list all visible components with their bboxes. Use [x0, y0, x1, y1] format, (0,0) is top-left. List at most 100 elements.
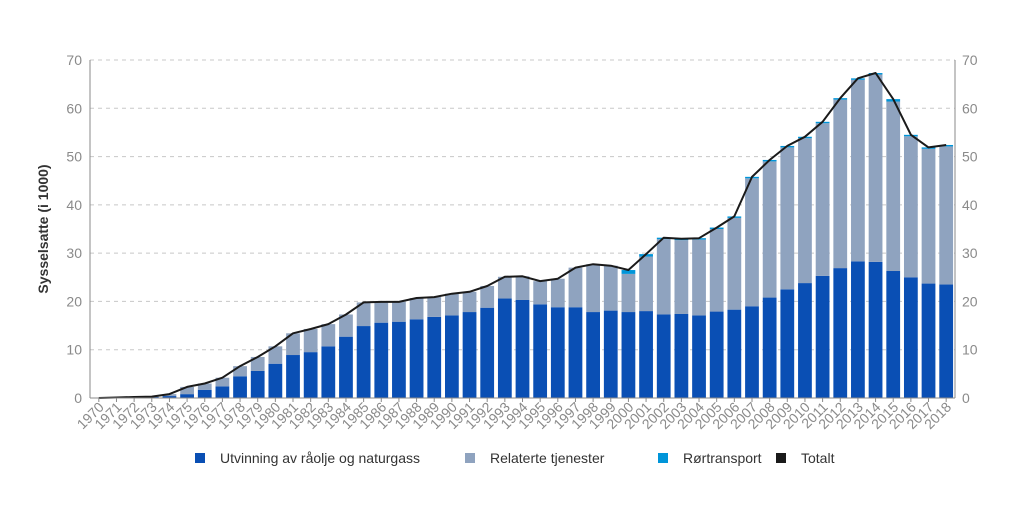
bar-series1-2001	[639, 311, 653, 398]
bar-series1-1985	[357, 326, 371, 398]
y-tick-left: 10	[66, 342, 82, 358]
bar-series1-1981	[286, 355, 300, 398]
bar-series1-2014	[869, 262, 883, 398]
bar-series1-2006	[727, 310, 741, 398]
bar-series1-2004	[692, 315, 706, 398]
bar-series2-2011	[816, 123, 830, 276]
legend-label-3: Rørtransport	[683, 450, 762, 466]
bar-series1-2015	[886, 271, 900, 398]
bar-series1-2000	[622, 312, 636, 398]
bar-series2-2007	[745, 178, 759, 306]
bar-series1-1997	[569, 307, 583, 398]
y-tick-left: 40	[66, 197, 82, 213]
bar-series2-2006	[727, 218, 741, 310]
bar-series2-1997	[569, 268, 583, 308]
y-axis-label: Sysselsatte (i 1000)	[35, 164, 51, 293]
y-tick-right: 50	[962, 149, 978, 165]
bar-series1-2012	[833, 268, 847, 398]
y-tick-left: 0	[74, 390, 82, 406]
bar-series2-2005	[710, 229, 724, 312]
bar-series1-2007	[745, 306, 759, 398]
bar-series2-1992	[480, 286, 494, 308]
bar-series1-1992	[480, 308, 494, 398]
bar-series1-1998	[586, 312, 600, 398]
bar-series2-2016	[904, 136, 918, 277]
bar-series2-1989	[427, 297, 441, 317]
bar-series2-2000	[622, 274, 636, 312]
y-tick-right: 20	[962, 293, 978, 309]
bar-series2-2001	[639, 257, 653, 312]
y-tick-right: 10	[962, 342, 978, 358]
bar-series2-2014	[869, 74, 883, 261]
bar-series1-1996	[551, 307, 565, 398]
legend-swatch-3	[658, 453, 668, 463]
bar-series1-1989	[427, 317, 441, 398]
legend-swatch-2	[465, 453, 475, 463]
bar-series1-2008	[763, 298, 777, 398]
bar-series1-1977	[216, 386, 230, 398]
bar-series2-2008	[763, 161, 777, 297]
bar-series2-2003	[674, 240, 688, 314]
bar-series2-1994	[516, 276, 530, 300]
bar-series2-1998	[586, 264, 600, 312]
y-tick-right: 70	[962, 52, 978, 68]
legend-label-2: Relaterte tjenester	[490, 450, 605, 466]
bar-series2-2015	[886, 102, 900, 271]
bar-series1-1993	[498, 299, 512, 398]
y-tick-left: 30	[66, 245, 82, 261]
bar-series2-1988	[410, 298, 424, 319]
bar-series2-1983	[321, 324, 335, 346]
bar-series1-1988	[410, 319, 424, 398]
y-tick-right: 30	[962, 245, 978, 261]
y-tick-left: 70	[66, 52, 82, 68]
legend-swatch-4	[776, 453, 786, 463]
bar-series2-1986	[374, 302, 388, 323]
legend-label-1: Utvinning av råolje og naturgass	[220, 450, 420, 466]
bar-series2-2009	[780, 147, 794, 289]
bar-series2-1991	[463, 292, 477, 312]
bar-series1-2009	[780, 289, 794, 398]
bar-series1-2016	[904, 277, 918, 398]
y-tick-left: 20	[66, 293, 82, 309]
bar-series2-2017	[922, 149, 936, 284]
bar-series1-1980	[268, 364, 282, 398]
bar-series1-1975	[180, 394, 194, 398]
bar-series1-2010	[798, 283, 812, 398]
bar-series1-1994	[516, 300, 530, 398]
bar-series1-1999	[604, 311, 618, 398]
bar-series2-2002	[657, 239, 671, 314]
bar-series1-1979	[251, 371, 265, 398]
bar-series2-1999	[604, 266, 618, 311]
bar-series1-2003	[674, 314, 688, 398]
legend: Utvinning av råolje og naturgass Relatert…	[195, 450, 835, 466]
bar-series1-1978	[233, 376, 247, 398]
bar-series2-1995	[533, 281, 547, 304]
bar-series1-1983	[321, 346, 335, 398]
y-tick-right: 0	[962, 390, 970, 406]
bar-series1-1982	[304, 352, 318, 398]
bar-series1-2018	[939, 285, 953, 398]
bar-series1-2002	[657, 314, 671, 398]
bar-series1-2013	[851, 261, 865, 398]
y-tick-right: 60	[962, 100, 978, 116]
bar-series2-2004	[692, 240, 706, 316]
bar-series1-1984	[339, 337, 353, 398]
bar-series2-1990	[445, 294, 459, 316]
bar-series1-1976	[198, 390, 212, 398]
legend-swatch-1	[195, 453, 205, 463]
legend-label-4: Totalt	[801, 450, 835, 466]
y-tick-left: 60	[66, 100, 82, 116]
bar-series2-1978	[233, 366, 247, 376]
bar-series1-2005	[710, 312, 724, 398]
bar-series2-2012	[833, 100, 847, 269]
bar-series1-1995	[533, 304, 547, 398]
bar-series2-1982	[304, 329, 318, 352]
bar-series2-1987	[392, 302, 406, 322]
bar-series2-2018	[939, 146, 953, 284]
bar-series2-1996	[551, 279, 565, 307]
bar-series1-2011	[816, 276, 830, 398]
bar-series1-2017	[922, 284, 936, 398]
bar-series1-1990	[445, 315, 459, 398]
